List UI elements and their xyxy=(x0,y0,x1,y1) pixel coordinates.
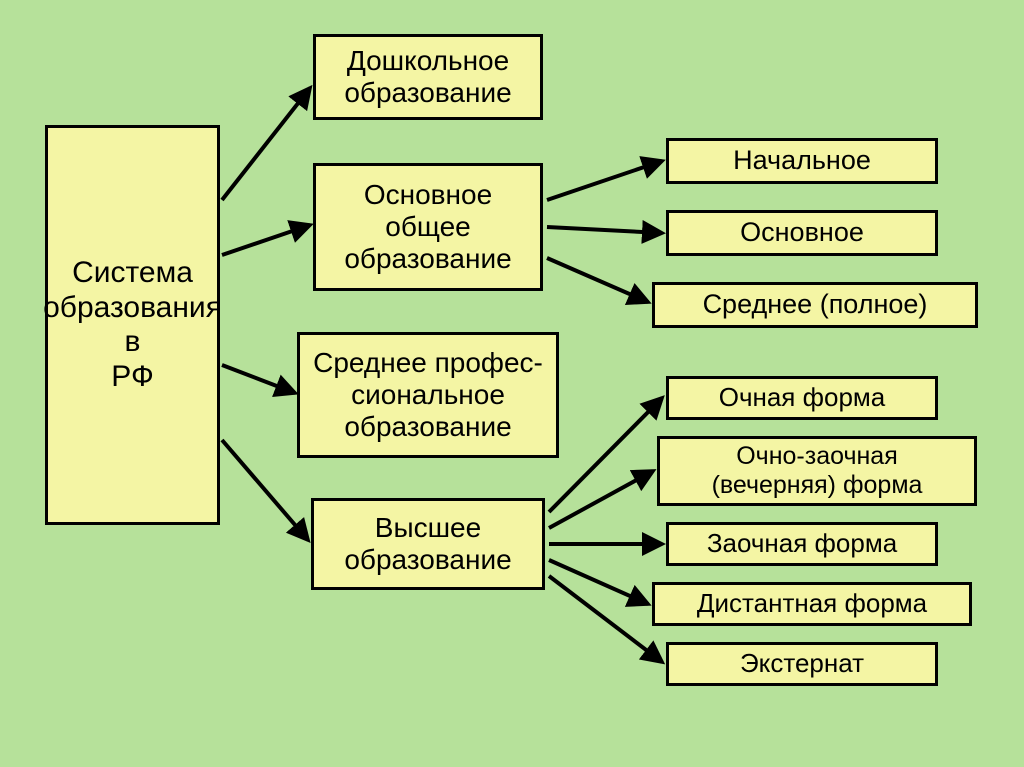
node-h3: Заочная форма xyxy=(666,522,938,566)
node-label: Система образования в РФ xyxy=(43,256,222,394)
edge-higher-h5 xyxy=(549,576,662,662)
node-pre: Дошкольное образование xyxy=(313,34,543,120)
node-label: Дистантная форма xyxy=(697,589,927,619)
node-higher: Высшее образование xyxy=(311,498,545,590)
node-h5: Экстернат xyxy=(666,642,938,686)
node-root: Система образования в РФ xyxy=(45,125,220,525)
edge-higher-h4 xyxy=(549,560,648,604)
node-g2: Основное xyxy=(666,210,938,256)
edge-root-vocmid xyxy=(222,365,295,393)
node-label: Среднее профес- сиональное образование xyxy=(313,347,543,444)
node-g3: Среднее (полное) xyxy=(652,282,978,328)
node-label: Очно-заочная (вечерняя) форма xyxy=(712,442,923,500)
node-g1: Начальное xyxy=(666,138,938,184)
edge-root-pre xyxy=(222,88,310,200)
node-label: Основное общее образование xyxy=(344,179,511,276)
edge-higher-h1 xyxy=(549,398,662,512)
edge-root-higher xyxy=(222,440,308,540)
node-label: Среднее (полное) xyxy=(703,289,928,320)
node-h4: Дистантная форма xyxy=(652,582,972,626)
node-label: Очная форма xyxy=(719,383,886,413)
node-label: Дошкольное образование xyxy=(344,45,511,109)
node-label: Заочная форма xyxy=(707,529,897,559)
node-label: Основное xyxy=(740,217,864,248)
node-label: Высшее образование xyxy=(344,512,511,576)
node-h2: Очно-заочная (вечерняя) форма xyxy=(657,436,977,506)
node-label: Начальное xyxy=(733,145,871,176)
edge-gen-g1 xyxy=(547,161,662,200)
edge-root-gen xyxy=(222,225,310,255)
node-h1: Очная форма xyxy=(666,376,938,420)
node-gen: Основное общее образование xyxy=(313,163,543,291)
edge-higher-h2 xyxy=(549,471,653,528)
node-label: Экстернат xyxy=(740,649,864,679)
edge-gen-g3 xyxy=(547,258,648,302)
edge-gen-g2 xyxy=(547,227,662,233)
node-vocmid: Среднее профес- сиональное образование xyxy=(297,332,559,458)
